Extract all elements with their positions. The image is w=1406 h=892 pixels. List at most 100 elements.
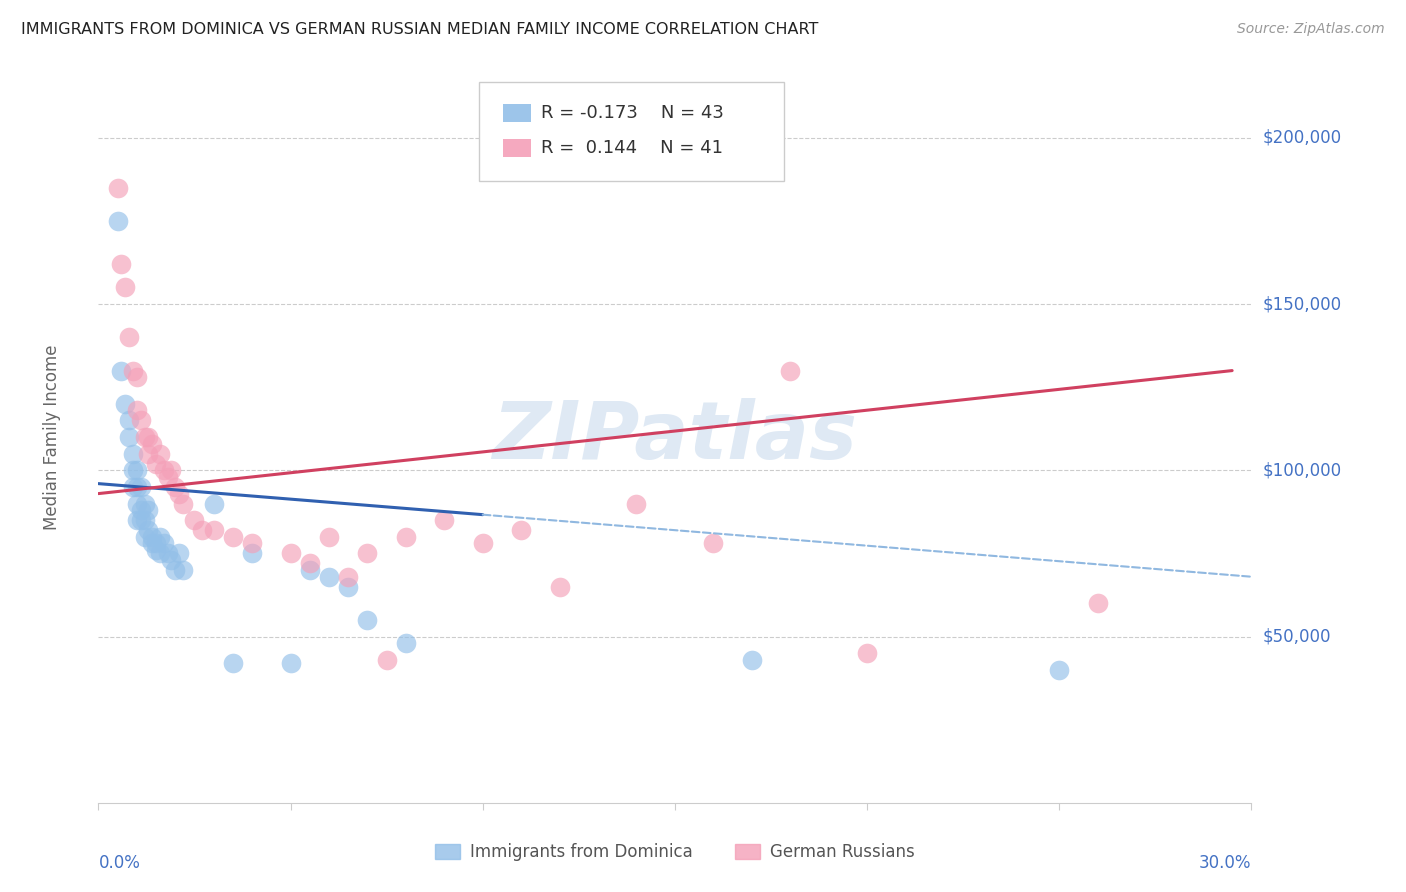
Point bbox=[118, 430, 141, 444]
Point bbox=[202, 497, 225, 511]
Point bbox=[298, 563, 321, 577]
Point bbox=[626, 497, 648, 511]
Point bbox=[318, 570, 340, 584]
Point bbox=[222, 656, 245, 670]
Point bbox=[145, 457, 167, 471]
Legend: Immigrants from Dominica, German Russians: Immigrants from Dominica, German Russian… bbox=[429, 837, 921, 868]
Point bbox=[172, 563, 194, 577]
Point bbox=[129, 480, 152, 494]
Point bbox=[741, 653, 763, 667]
Point bbox=[1047, 663, 1070, 677]
Point bbox=[280, 656, 302, 670]
FancyBboxPatch shape bbox=[479, 82, 785, 181]
Point bbox=[433, 513, 456, 527]
Text: $200,000: $200,000 bbox=[1263, 128, 1341, 147]
Text: ZIPatlas: ZIPatlas bbox=[492, 398, 858, 476]
Point bbox=[548, 580, 571, 594]
FancyBboxPatch shape bbox=[503, 104, 531, 122]
Point bbox=[138, 447, 160, 461]
Point bbox=[318, 530, 340, 544]
Point bbox=[141, 436, 163, 450]
Point bbox=[107, 214, 129, 228]
Text: 0.0%: 0.0% bbox=[98, 854, 141, 872]
Point bbox=[134, 430, 156, 444]
Point bbox=[152, 536, 174, 550]
Point bbox=[145, 543, 167, 558]
Point bbox=[395, 530, 418, 544]
Point bbox=[145, 536, 167, 550]
Point bbox=[191, 523, 214, 537]
Point bbox=[183, 513, 205, 527]
Point bbox=[298, 557, 321, 571]
Point bbox=[138, 430, 160, 444]
Point bbox=[1087, 596, 1109, 610]
Point bbox=[702, 536, 724, 550]
FancyBboxPatch shape bbox=[503, 139, 531, 157]
Point bbox=[138, 523, 160, 537]
Point bbox=[134, 513, 156, 527]
Point bbox=[125, 497, 148, 511]
Point bbox=[356, 546, 378, 560]
Point bbox=[129, 413, 152, 427]
Point bbox=[125, 513, 148, 527]
Point bbox=[138, 503, 160, 517]
Point bbox=[125, 370, 148, 384]
Point bbox=[129, 513, 152, 527]
Point bbox=[337, 570, 360, 584]
Point bbox=[167, 486, 190, 500]
Point bbox=[375, 653, 398, 667]
Point bbox=[156, 470, 179, 484]
Point bbox=[471, 536, 494, 550]
Point bbox=[125, 463, 148, 477]
Point bbox=[118, 413, 141, 427]
Point bbox=[222, 530, 245, 544]
Point bbox=[240, 536, 263, 550]
Text: $150,000: $150,000 bbox=[1263, 295, 1341, 313]
Text: 30.0%: 30.0% bbox=[1199, 854, 1251, 872]
Point bbox=[110, 363, 132, 377]
Point bbox=[149, 546, 172, 560]
Point bbox=[337, 580, 360, 594]
Point bbox=[165, 563, 187, 577]
Point bbox=[125, 403, 148, 417]
Point bbox=[856, 646, 879, 660]
Point bbox=[114, 397, 136, 411]
Text: Source: ZipAtlas.com: Source: ZipAtlas.com bbox=[1237, 22, 1385, 37]
Point bbox=[356, 613, 378, 627]
Point bbox=[122, 463, 145, 477]
Text: $100,000: $100,000 bbox=[1263, 461, 1341, 479]
Point bbox=[152, 463, 174, 477]
Point bbox=[160, 463, 183, 477]
Point bbox=[114, 280, 136, 294]
Text: Median Family Income: Median Family Income bbox=[44, 344, 62, 530]
Text: R =  0.144    N = 41: R = 0.144 N = 41 bbox=[541, 139, 723, 157]
Text: $50,000: $50,000 bbox=[1263, 628, 1331, 646]
Text: R = -0.173    N = 43: R = -0.173 N = 43 bbox=[541, 104, 724, 122]
Point bbox=[165, 480, 187, 494]
Point bbox=[118, 330, 141, 344]
Text: IMMIGRANTS FROM DOMINICA VS GERMAN RUSSIAN MEDIAN FAMILY INCOME CORRELATION CHAR: IMMIGRANTS FROM DOMINICA VS GERMAN RUSSI… bbox=[21, 22, 818, 37]
Point bbox=[280, 546, 302, 560]
Point bbox=[129, 503, 152, 517]
Point bbox=[149, 447, 172, 461]
Point bbox=[156, 546, 179, 560]
Point bbox=[149, 530, 172, 544]
Point bbox=[122, 447, 145, 461]
Point bbox=[134, 497, 156, 511]
Point bbox=[141, 536, 163, 550]
Point bbox=[510, 523, 533, 537]
Point bbox=[122, 480, 145, 494]
Point bbox=[172, 497, 194, 511]
Point bbox=[240, 546, 263, 560]
Point bbox=[395, 636, 418, 650]
Point bbox=[779, 363, 801, 377]
Point bbox=[202, 523, 225, 537]
Point bbox=[122, 363, 145, 377]
Point bbox=[110, 257, 132, 271]
Point bbox=[160, 553, 183, 567]
Point bbox=[134, 530, 156, 544]
Point bbox=[141, 530, 163, 544]
Point bbox=[167, 546, 190, 560]
Point bbox=[125, 480, 148, 494]
Point bbox=[107, 180, 129, 194]
